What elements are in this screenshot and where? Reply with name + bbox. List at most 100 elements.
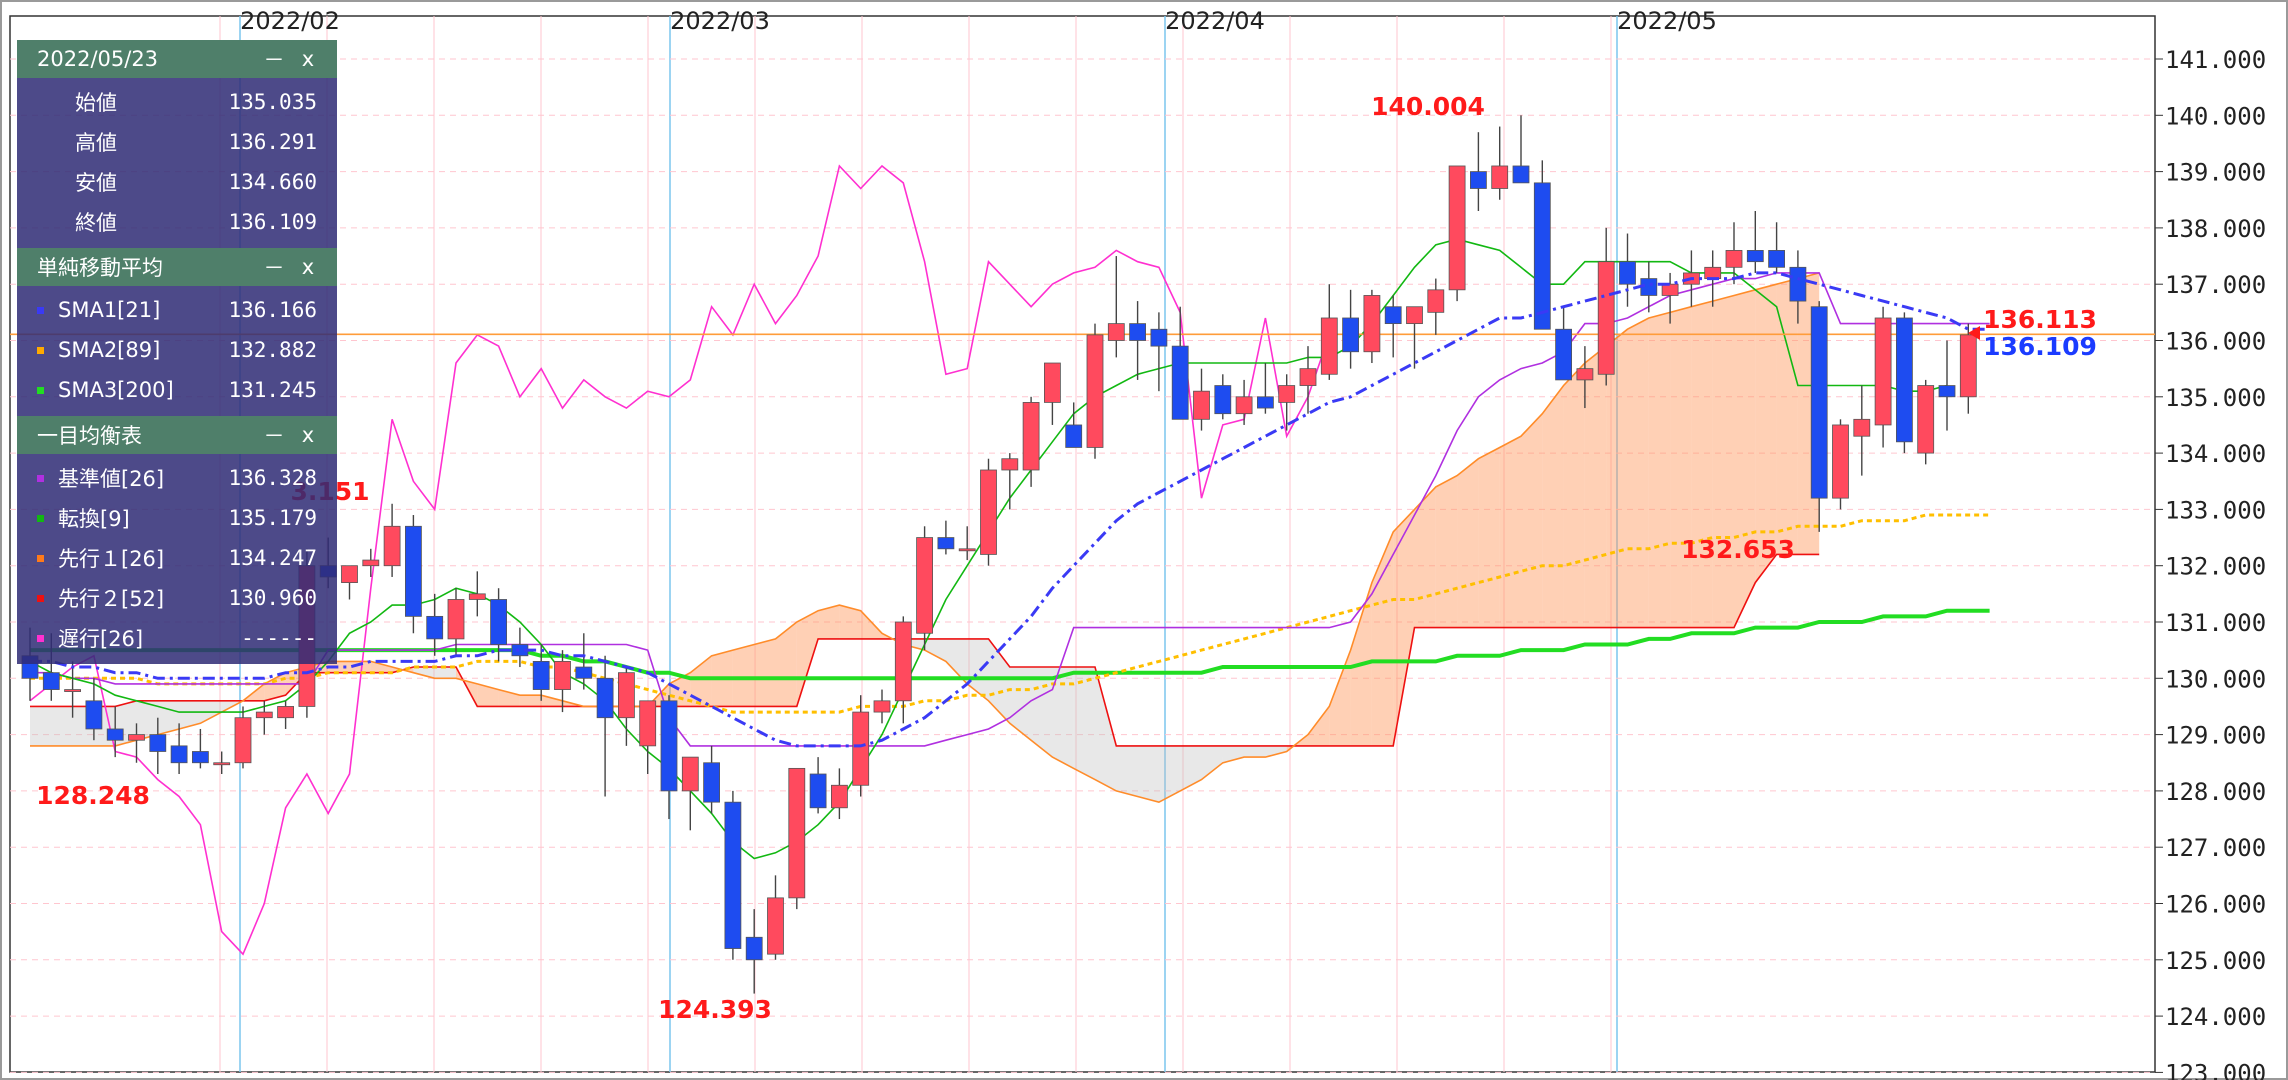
candle-body: [1320, 317, 1338, 375]
ohlc-value: 136.109: [228, 210, 317, 234]
y-tick-label: 128.000: [2165, 778, 2266, 806]
candle-body: [1086, 334, 1104, 448]
sma-label: SMA3[200]: [58, 378, 174, 402]
candle-body: [468, 593, 486, 600]
sma-value: 132.882: [228, 338, 317, 362]
candle-body: [1512, 165, 1530, 184]
plot-area: [9, 15, 2156, 1073]
kumo-cloud-segment: [1563, 363, 1585, 628]
kumo-cloud-segment: [1521, 413, 1543, 628]
ichimoku-label: 先行２[52]: [58, 587, 165, 611]
candle-body: [660, 700, 678, 792]
kumo-cloud-segment: [1393, 509, 1415, 746]
legend-swatch: [37, 514, 44, 522]
y-tick-label: 131.000: [2165, 609, 2266, 637]
candle-body: [64, 689, 81, 692]
kijun-line: [30, 272, 1990, 747]
kumo-cloud-segment: [1201, 745, 1223, 780]
candle-body: [1704, 266, 1722, 279]
candle-body: [128, 734, 145, 741]
kumo-cloud-segment: [264, 672, 286, 701]
x-tick-label: 2022/04: [1165, 7, 1265, 35]
candle-body: [1746, 250, 1764, 263]
ichimoku-panel-header[interactable]: 一目均衡表 － x: [17, 416, 337, 454]
candle-body: [1959, 334, 1977, 398]
low-annotation: 124.393: [658, 995, 772, 1024]
kumo-cloud-segment: [732, 644, 755, 707]
kumo-cloud-segment: [1308, 706, 1330, 746]
price-marker-ask: 136.113: [1983, 305, 2097, 334]
ohlc-close-button[interactable]: x: [301, 47, 315, 71]
sma-minimize-button[interactable]: －: [263, 256, 285, 280]
low-annotation-left: 128.248: [36, 781, 150, 810]
ohlc-row-open: 始値 135.035: [17, 82, 337, 122]
y-tick-label: 133.000: [2165, 496, 2266, 524]
legend-swatch: [37, 306, 44, 314]
sma-close-button[interactable]: x: [301, 255, 315, 279]
candle-body: [42, 672, 60, 690]
candle-body: [1555, 328, 1572, 381]
kumo-cloud-segment: [1435, 475, 1458, 628]
ohlc-row-close: 終値 136.109: [17, 202, 337, 242]
kumo-cloud-segment: [1329, 650, 1351, 746]
sma-row: SMA2[89] 132.882: [17, 330, 337, 370]
ichimoku-close-button[interactable]: x: [301, 423, 315, 447]
kumo-cloud-segment: [1648, 312, 1671, 628]
y-tick-label: 126.000: [2165, 891, 2266, 919]
kumo-cloud-segment: [1244, 745, 1266, 758]
ohlc-row-low: 安値 134.660: [17, 162, 337, 202]
ichimoku-label: 基準値[26]: [58, 467, 165, 491]
info-panel[interactable]: 2022/05/23 － x 始値 135.035 高値 136.291 安値 …: [17, 40, 337, 664]
candle-body: [532, 661, 550, 690]
candle-body: [1257, 396, 1274, 409]
plot-layer: [10, 115, 2155, 994]
y-tick-label: 136.000: [2165, 328, 2266, 356]
kumo-cloud-segment: [1095, 667, 1117, 791]
sma-panel-title: 単純移動平均: [37, 256, 163, 280]
candle-body: [703, 762, 720, 803]
kumo-cloud-segment: [157, 700, 180, 735]
candle-body: [1789, 266, 1807, 302]
high-annotation: 140.004: [1371, 92, 1485, 121]
candle-body: [1235, 396, 1253, 415]
kumo-cloud-segment: [839, 605, 861, 639]
price-arrow-icon: [1968, 326, 1980, 340]
candle-body: [234, 717, 252, 764]
sma-panel-header[interactable]: 単純移動平均 － x: [17, 248, 337, 286]
candle-body: [554, 661, 571, 690]
sma1-line: [30, 271, 1990, 748]
cloud-annotation: 132.653: [1681, 535, 1795, 564]
y-tick-label: 139.000: [2165, 159, 2266, 187]
kumo-cloud-segment: [328, 661, 350, 673]
candle-body: [809, 773, 827, 809]
candle-body: [596, 677, 614, 719]
ichimoku-row: 遅行[26] ------: [17, 618, 337, 658]
candle-body: [213, 762, 231, 766]
x-tick-label: 2022/03: [670, 7, 770, 35]
candle-body: [1107, 323, 1125, 341]
kumo-cloud-segment: [1116, 745, 1138, 797]
candle-body: [1619, 261, 1636, 285]
kumo-cloud-segment: [434, 667, 456, 679]
ohlc-panel-header[interactable]: 2022/05/23 － x: [17, 40, 337, 78]
ichimoku-row: 先行２[52] 130.960: [17, 578, 337, 618]
candle-body: [894, 621, 912, 702]
candle-body: [788, 767, 806, 899]
candle-body: [426, 615, 444, 640]
candle-body: [767, 897, 784, 955]
kumo-cloud-segment: [30, 706, 52, 746]
sma-row: SMA3[200] 131.245: [17, 370, 337, 410]
kumo-cloud-segment: [370, 661, 393, 673]
candle-body: [170, 745, 188, 764]
ichimoku-minimize-button[interactable]: －: [263, 424, 285, 448]
kumo-cloud-segment: [1712, 295, 1734, 628]
kumo-cloud-segment: [136, 700, 158, 741]
kumo-cloud-segment: [519, 695, 542, 707]
ohlc-minimize-button[interactable]: －: [263, 48, 285, 72]
kumo-cloud-segment: [541, 695, 563, 707]
y-tick-label: 137.000: [2165, 271, 2266, 299]
candle-body: [1470, 171, 1487, 189]
sma-label: SMA2[89]: [58, 338, 161, 362]
